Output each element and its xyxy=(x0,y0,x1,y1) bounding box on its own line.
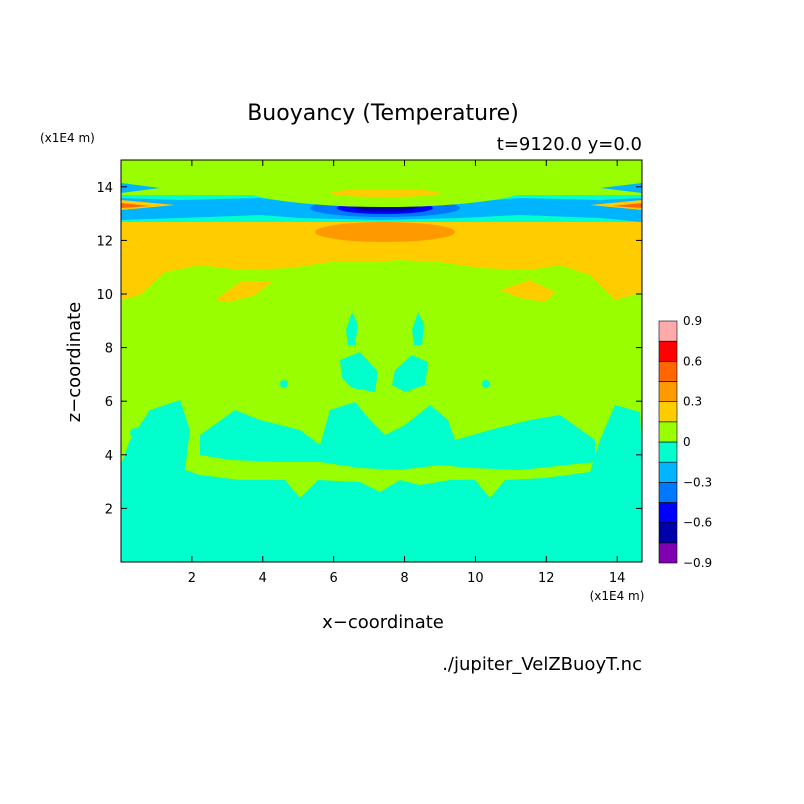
colorbar-swatch xyxy=(658,482,678,503)
colorbar-swatch xyxy=(658,502,678,523)
colorbar-tick-label: −0.3 xyxy=(683,475,712,489)
x-tick-label: 14 xyxy=(609,571,626,586)
contour-region-negative xyxy=(628,428,638,438)
contour-region-positive xyxy=(215,282,272,302)
contour-region-positive xyxy=(590,200,642,210)
chart-title: Buoyancy (Temperature) xyxy=(247,101,519,126)
contour-region-negative xyxy=(600,183,642,193)
y-tick-label: 4 xyxy=(105,449,113,464)
x-unit-label: (x1E4 m) xyxy=(590,589,645,603)
x-tick-label: 8 xyxy=(400,571,408,586)
colorbar-swatch xyxy=(658,441,678,463)
source-label: ./jupiter_VelZBuoyT.nc xyxy=(442,654,642,675)
y-tick-label: 6 xyxy=(105,395,113,410)
colorbar-swatch xyxy=(658,401,678,423)
y-tick-label: 8 xyxy=(105,342,113,357)
colorbar-swatch xyxy=(658,381,678,402)
x-axis-label: x−coordinate xyxy=(322,612,444,633)
y-tick-label: 12 xyxy=(96,234,113,249)
contour-region-negative xyxy=(130,428,140,438)
colorbar-swatch xyxy=(658,320,678,342)
y-tick-label: 2 xyxy=(105,502,113,517)
contour-region-positive xyxy=(315,222,455,242)
contour-field xyxy=(120,159,643,563)
contour-region-negative xyxy=(340,352,378,392)
x-tick-label: 10 xyxy=(467,571,484,586)
colorbar-tick-label: 0.3 xyxy=(683,395,702,409)
y-axis: 2 4 6 8 10 12 14 xyxy=(96,181,642,517)
chart-subtitle: t=9120.0 y=0.0 xyxy=(497,134,642,155)
x-tick-label: 2 xyxy=(188,571,196,586)
contour-region-positive xyxy=(121,203,150,208)
colorbar-tick-label: 0.9 xyxy=(683,314,702,328)
contour-region-negative xyxy=(482,380,490,388)
y-unit-label: (x1E4 m) xyxy=(40,131,95,145)
colorbar-swatch xyxy=(658,461,678,483)
colorbar-tick-label: −0.9 xyxy=(683,556,712,570)
plot-frame xyxy=(120,159,643,563)
y-axis-label: z−coordinate xyxy=(64,302,85,423)
colorbar-swatch xyxy=(658,542,678,564)
contour-region-negative xyxy=(346,312,358,345)
contour-region-negative xyxy=(280,380,288,388)
colorbar-swatch xyxy=(658,421,678,443)
colorbar-tick-label: −0.6 xyxy=(683,516,712,530)
x-tick-label: 6 xyxy=(330,571,338,586)
y-tick-label: 10 xyxy=(96,288,113,303)
contour-region-zero xyxy=(237,163,533,207)
contour-region-positive xyxy=(121,222,642,300)
contour-region-positive xyxy=(121,200,175,210)
x-axis: 2 4 6 8 10 12 14 xyxy=(188,160,626,586)
colorbar: 0.9 0.6 0.3 0 −0.3 −0.6 −0.9 xyxy=(658,314,712,570)
colorbar-swatch xyxy=(658,340,678,362)
contour-region-negative xyxy=(412,312,424,345)
contour-region-positive xyxy=(612,203,642,208)
contour-region-negative xyxy=(200,402,595,470)
y-tick-label: 14 xyxy=(96,181,113,196)
colorbar-swatch xyxy=(658,522,678,544)
contour-region-positive xyxy=(500,280,555,302)
x-tick-label: 12 xyxy=(538,571,555,586)
colorbar-swatch xyxy=(658,361,678,382)
x-tick-label: 4 xyxy=(259,571,267,586)
contour-region-negative xyxy=(392,355,428,392)
colorbar-tick-label: 0 xyxy=(683,435,691,449)
colorbar-tick-label: 0.6 xyxy=(683,354,702,368)
contour-region-positive xyxy=(330,189,440,197)
contour-region-negative xyxy=(121,183,160,193)
